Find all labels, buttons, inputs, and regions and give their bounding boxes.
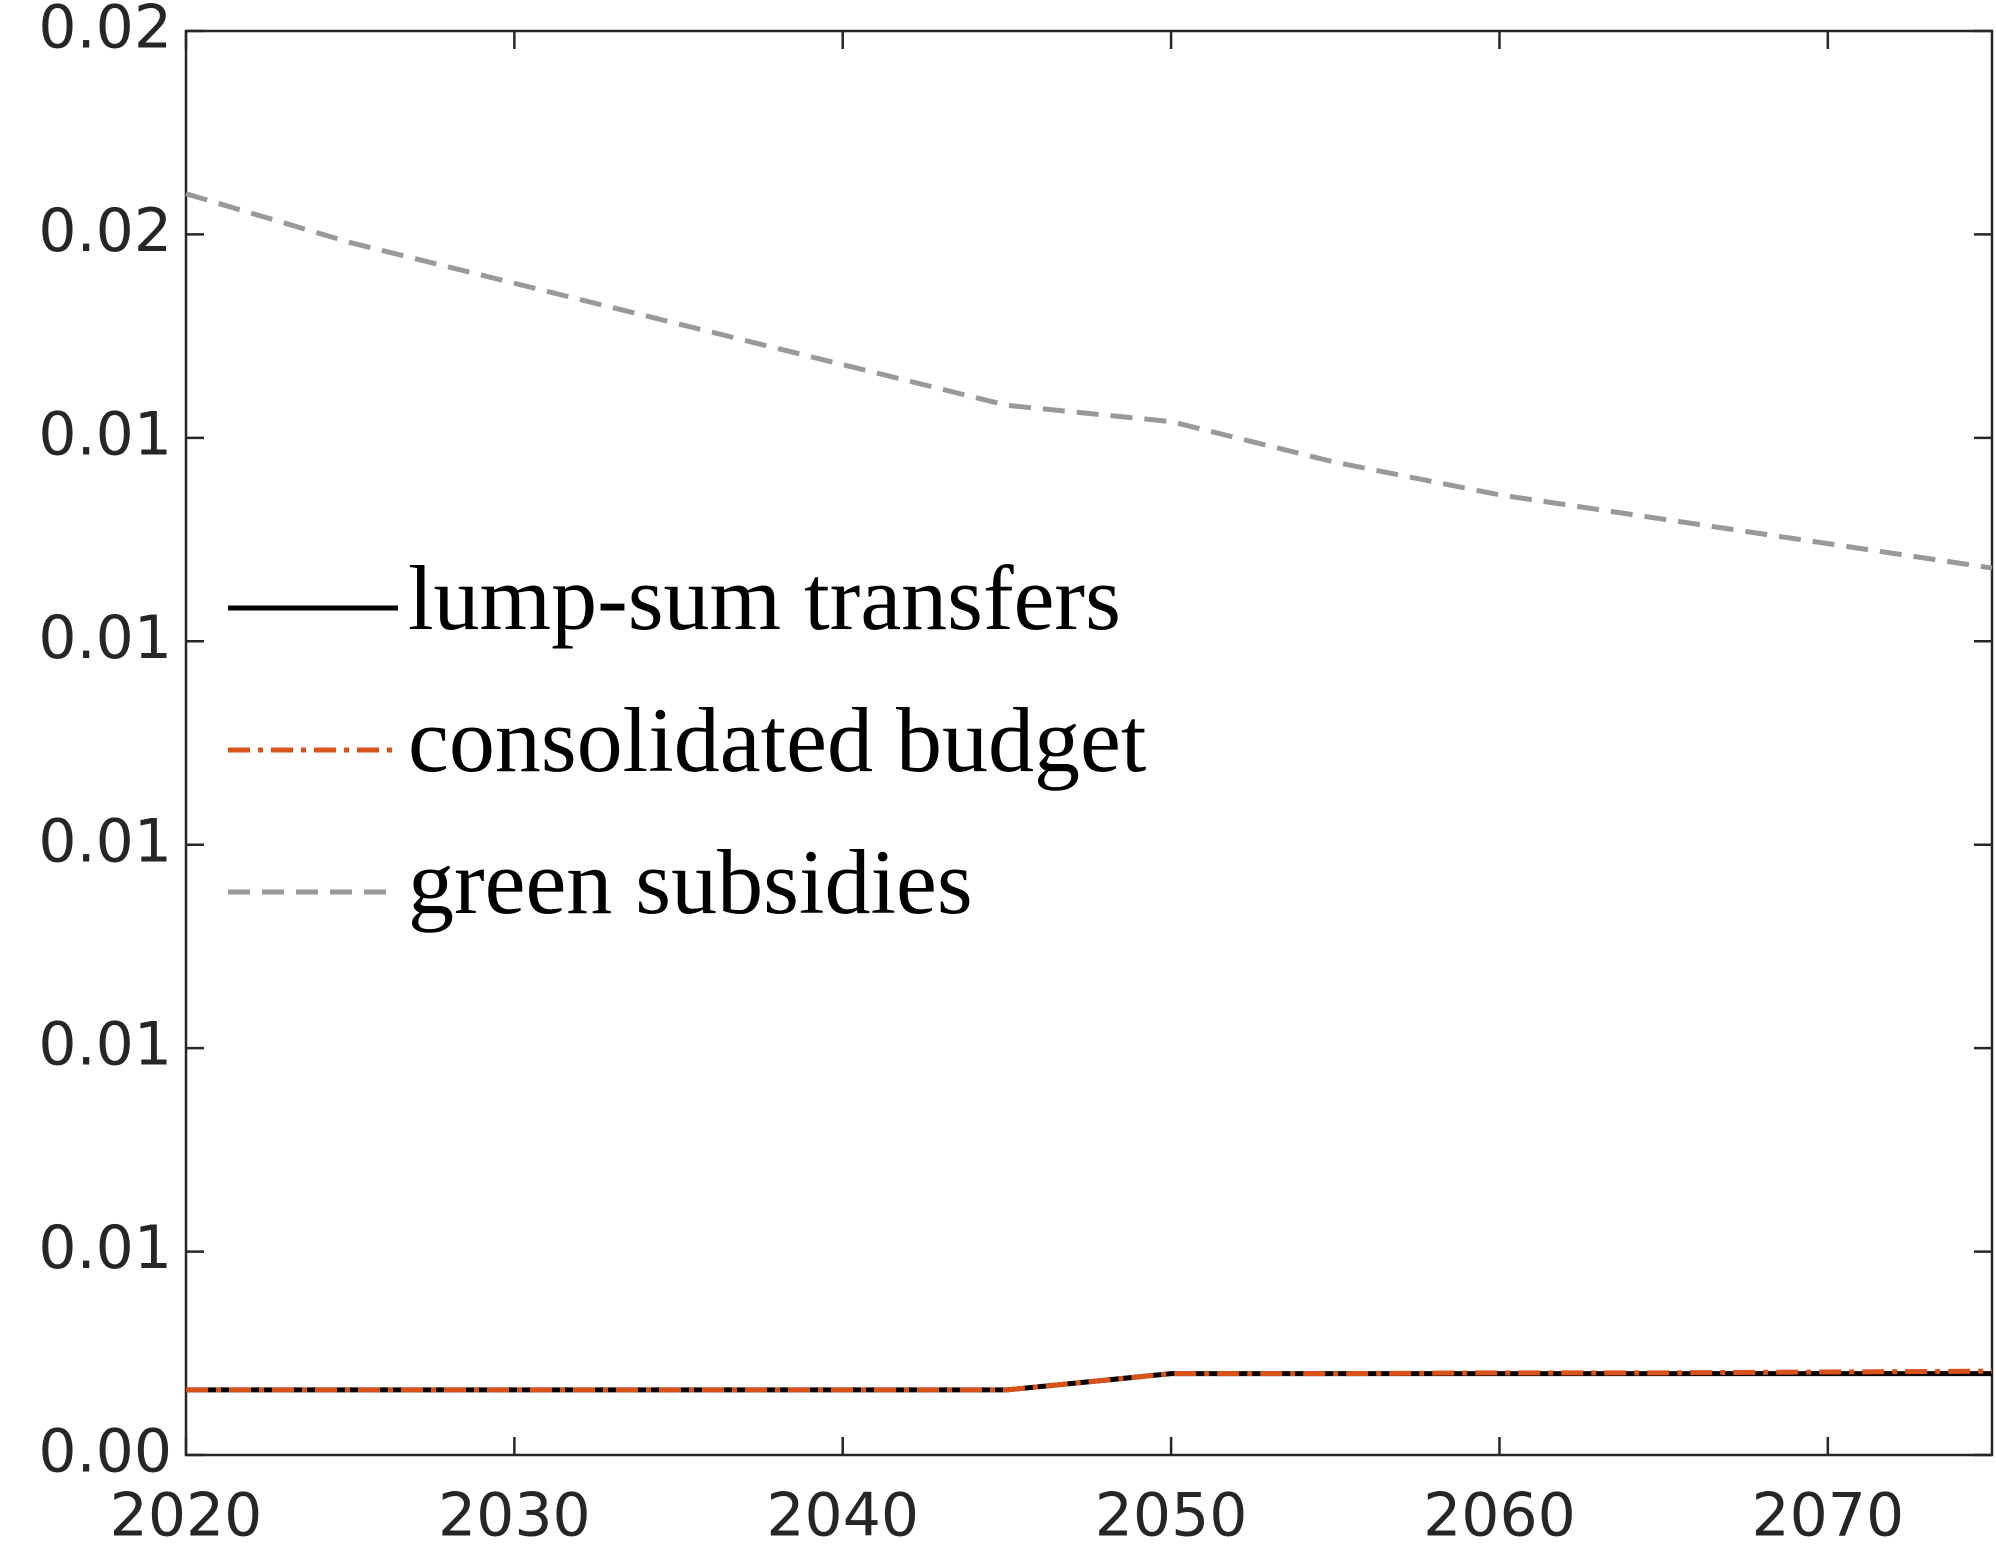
- y-tick-label: 0.01: [38, 1213, 172, 1283]
- x-tick-label: 2020: [110, 1481, 263, 1551]
- series-line: [185, 191, 1993, 571]
- y-tick-label: 0.01: [38, 806, 172, 876]
- x-tick-label: 2050: [1095, 1481, 1248, 1551]
- x-tick-label: 2030: [438, 1481, 591, 1551]
- series-line: [186, 1368, 1993, 1393]
- axes-box: [184, 29, 1994, 1457]
- y-tick-label: 0.02: [38, 196, 172, 266]
- y-tick-label: 0.01: [38, 1010, 172, 1080]
- legend-label: green subsidies: [408, 831, 973, 933]
- y-tick-label: 0.00: [38, 1417, 172, 1487]
- legend-label: lump-sum transfers: [408, 547, 1121, 649]
- legend-label: consolidated budget: [408, 689, 1147, 791]
- y-tick-label: 0.02: [38, 0, 172, 63]
- x-tick-label: 2070: [1751, 1481, 1904, 1551]
- y-tick-label: 0.01: [38, 603, 172, 673]
- y-tick-label: 0.01: [38, 399, 172, 469]
- x-tick-label: 2060: [1423, 1481, 1576, 1551]
- x-tick-label: 2040: [766, 1481, 919, 1551]
